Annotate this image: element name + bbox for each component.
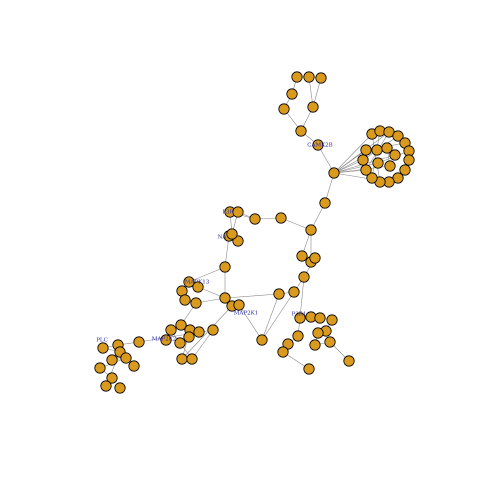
graph-node[interactable] (183, 276, 195, 288)
node-label-map2k1: MAP2K1 (234, 311, 258, 317)
graph-node[interactable] (303, 71, 315, 83)
graph-node[interactable] (106, 372, 118, 384)
graph-node[interactable] (176, 353, 188, 365)
graph-edge (261, 293, 280, 341)
graph-node[interactable] (291, 71, 303, 83)
graph-node[interactable] (384, 160, 396, 172)
node-label-p3r: P3R (222, 210, 234, 216)
graph-edge (333, 162, 379, 174)
graph-node[interactable] (190, 297, 202, 309)
graph-node[interactable] (292, 330, 304, 342)
graph-node[interactable] (232, 206, 244, 218)
graph-node[interactable] (360, 144, 372, 156)
graph-node[interactable] (183, 331, 195, 343)
graph-node[interactable] (288, 286, 300, 298)
graph-node[interactable] (133, 336, 145, 348)
graph-node[interactable] (324, 336, 336, 348)
graph-node[interactable] (403, 154, 415, 166)
graph-node[interactable] (309, 252, 321, 264)
graph-node[interactable] (286, 88, 298, 100)
graph-edge (191, 329, 214, 360)
graph-node[interactable] (100, 380, 112, 392)
graph-edge (224, 293, 280, 299)
label-layer: CAMK2B P3R1 MAP2K1 MAPK13 NA P3R MAP2K2 … (96, 143, 333, 344)
graph-node[interactable] (282, 338, 294, 350)
node-label-na: NA (218, 235, 228, 241)
graph-node[interactable] (192, 281, 204, 293)
graph-node[interactable] (305, 224, 317, 236)
node-label-mapk13: MAPK13 (185, 280, 210, 286)
graph-node[interactable] (120, 352, 132, 364)
graph-node[interactable] (312, 327, 324, 339)
graph-node[interactable] (312, 139, 324, 151)
graph-node[interactable] (357, 154, 369, 166)
graph-node[interactable] (114, 382, 126, 394)
graph-node[interactable] (298, 271, 310, 283)
graph-node[interactable] (165, 324, 177, 336)
graph-node[interactable] (249, 213, 261, 225)
graph-node[interactable] (106, 354, 118, 366)
graph-node[interactable] (319, 197, 331, 209)
node-label-plc: PLC (96, 338, 108, 344)
node-label-p3r1: P3R1 (292, 312, 307, 318)
graph-node[interactable] (233, 299, 245, 311)
graph-node[interactable] (314, 312, 326, 324)
graph-node[interactable] (128, 360, 140, 372)
graph-node[interactable] (294, 312, 306, 324)
graph-node[interactable] (174, 337, 186, 349)
graph-node[interactable] (309, 339, 321, 351)
node-layer (94, 71, 415, 394)
graph-edge (238, 304, 263, 341)
graph-edge (299, 276, 305, 319)
graph-node[interactable] (303, 363, 315, 375)
graph-node[interactable] (175, 319, 187, 331)
graph-node[interactable] (186, 353, 198, 365)
graph-node[interactable] (343, 355, 355, 367)
graph-node[interactable] (392, 130, 404, 142)
graph-node[interactable] (219, 261, 231, 273)
graph-node[interactable] (326, 314, 338, 326)
graph-node[interactable] (94, 362, 106, 374)
graph-node[interactable] (295, 125, 307, 137)
graph-node[interactable] (226, 228, 238, 240)
graph-edge (261, 291, 295, 341)
edge-layer (99, 76, 410, 387)
graph-node[interactable] (315, 72, 327, 84)
graph-node[interactable] (179, 294, 191, 306)
graph-node[interactable] (256, 334, 268, 346)
graph-node[interactable] (207, 324, 219, 336)
graph-node[interactable] (219, 292, 231, 304)
graph-node[interactable] (97, 342, 109, 354)
graph-node[interactable] (389, 149, 401, 161)
graph-edge (333, 133, 373, 174)
graph-node[interactable] (360, 164, 372, 176)
graph-node[interactable] (399, 164, 411, 176)
graph-node[interactable] (275, 212, 287, 224)
graph-node[interactable] (273, 288, 285, 300)
graph-node[interactable] (193, 326, 205, 338)
graph-node[interactable] (160, 334, 172, 346)
node-label-camk2b: CAMK2B (307, 143, 332, 149)
graph-node[interactable] (371, 144, 383, 156)
graph-node[interactable] (296, 250, 308, 262)
graph-node[interactable] (372, 157, 384, 169)
graph-node[interactable] (328, 167, 340, 179)
graph-node[interactable] (381, 142, 393, 154)
graph-node[interactable] (277, 346, 289, 358)
graph-node[interactable] (366, 172, 378, 184)
node-label-map2k2: MAP2K2 (152, 337, 176, 343)
graph-node[interactable] (278, 103, 290, 115)
graph-edge (188, 266, 226, 283)
graph-node[interactable] (307, 101, 319, 113)
graph-edge (181, 305, 233, 360)
graph-edge (333, 149, 367, 174)
